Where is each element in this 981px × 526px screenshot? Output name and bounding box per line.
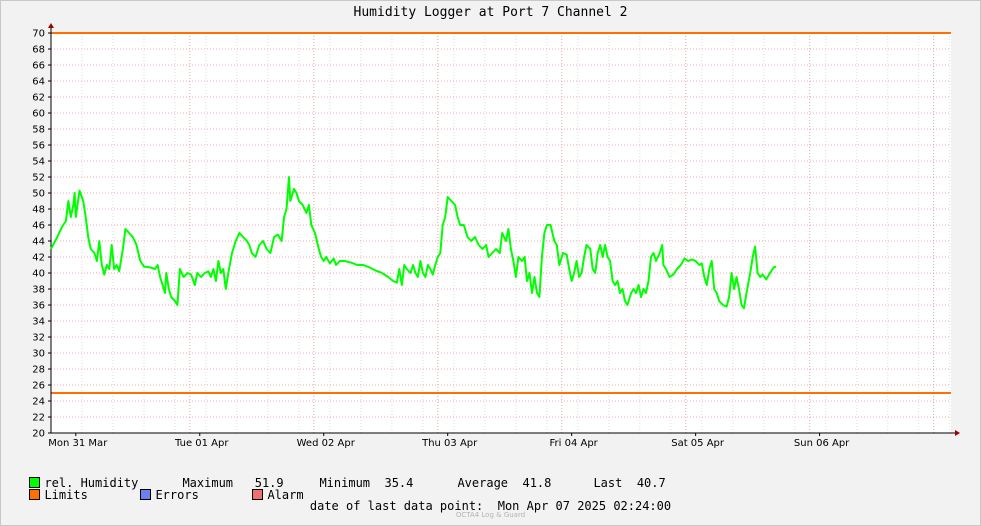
y-tick-label: 42 [32,253,45,264]
legend-errors-label: Errors [155,488,199,502]
chart-title: Humidity Logger at Port 7 Channel 2 [353,5,628,20]
last-data-point: date of last data point: Mon Apr 07 2025… [0,499,981,513]
legend-humidity-label: rel. Humidity [44,476,139,490]
stat-maximum-label: Maximum [182,476,234,490]
x-tick-label: Tue 01 Apr [174,438,229,449]
stat-minimum-value: 35.4 [384,476,414,490]
y-tick-label: 38 [32,285,45,296]
x-tick-label: Mon 31 Mar [48,438,108,449]
last-data-point-value: Mon Apr 07 2025 02:24:00 [497,499,672,513]
y-tick-label: 70 [32,29,45,40]
y-tick-label: 66 [32,61,45,72]
stat-last-value: 40.7 [636,476,666,490]
y-tick-label: 62 [32,93,45,104]
stat-average-label: Average [457,476,509,490]
y-tick-label: 56 [32,141,45,152]
y-tick-label: 64 [32,77,45,88]
y-tick-label: 22 [32,413,45,424]
x-axis-arrow [955,430,960,436]
legend-alarm-label: Alarm [267,488,304,502]
humidity-swatch [29,477,41,488]
humidity-series-line [50,176,777,310]
y-tick-label: 34 [32,317,45,328]
y-tick-label: 60 [32,109,45,120]
legend-errors: Errors [126,474,199,502]
legend-alarm: Alarm [238,474,304,502]
y-tick-label: 52 [32,173,45,184]
legend-humidity: rel. Humidity [15,462,138,490]
last-data-point-label: date of last data point: [309,499,484,513]
y-tick-label: 54 [32,157,45,168]
stat-minimum-label: Minimum [319,476,371,490]
legend-limits: Limits [15,474,88,502]
stat-maximum-value: 51.9 [254,476,284,490]
x-tick-label: Sun 06 Apr [794,438,850,449]
y-tick-label: 44 [32,237,45,248]
y-tick-label: 30 [32,349,45,360]
stat-average: Average 41.8 [443,462,551,490]
y-tick-label: 40 [32,269,45,280]
y-tick-label: 58 [32,125,45,136]
y-tick-label: 48 [32,205,45,216]
y-tick-label: 28 [32,365,45,376]
y-tick-label: 36 [32,301,45,312]
y-tick-label: 68 [32,45,45,56]
y-tick-label: 24 [32,397,45,408]
y-tick-label: 32 [32,333,45,344]
x-tick-label: Thu 03 Apr [421,438,478,449]
x-tick-label: Fri 04 Apr [550,438,599,449]
watermark: OCTA4 Log & Guard [455,511,526,519]
x-tick-label: Sat 05 Apr [671,438,725,449]
y-tick-label: 26 [32,381,45,392]
stat-minimum: Minimum 35.4 [305,462,413,490]
x-tick-label: Wed 02 Apr [297,438,356,449]
errors-swatch [140,489,152,500]
stat-last: Last 40.7 [579,462,666,490]
y-tick-label: 50 [32,189,45,200]
y-tick-label: 46 [32,221,45,232]
legend-limits-label: Limits [44,488,88,502]
limits-swatch [29,489,41,500]
y-tick-label: 20 [32,429,45,440]
alarm-swatch [252,489,264,500]
stat-average-value: 41.8 [522,476,552,490]
stat-last-label: Last [593,476,623,490]
stat-maximum: Maximum 51.9 [168,462,284,490]
y-axis-arrow [48,23,54,28]
plot-background [51,33,951,433]
